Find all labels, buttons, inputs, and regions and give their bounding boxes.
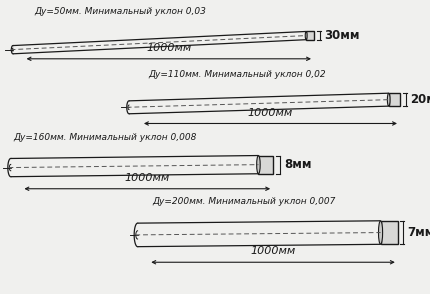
Text: 20мм: 20мм	[410, 93, 430, 106]
Text: Ду=200мм. Минимальный уклон 0,007: Ду=200мм. Минимальный уклон 0,007	[153, 198, 336, 206]
Ellipse shape	[257, 156, 260, 174]
Text: 8мм: 8мм	[284, 158, 311, 171]
Text: Ду=160мм. Минимальный уклон 0,008: Ду=160мм. Минимальный уклон 0,008	[14, 133, 197, 141]
Polygon shape	[306, 31, 314, 40]
Text: 1000мм: 1000мм	[248, 108, 293, 118]
Text: 1000мм: 1000мм	[146, 43, 191, 53]
Polygon shape	[381, 221, 398, 244]
Text: Ду=50мм. Минимальный уклон 0,03: Ду=50мм. Минимальный уклон 0,03	[34, 7, 206, 16]
Text: Ду=110мм. Минимальный уклон 0,02: Ду=110мм. Минимальный уклон 0,02	[148, 70, 326, 78]
Ellipse shape	[305, 31, 307, 40]
Ellipse shape	[378, 221, 383, 244]
Text: 1000мм: 1000мм	[250, 246, 296, 256]
Ellipse shape	[387, 93, 390, 106]
Text: 1000мм: 1000мм	[125, 173, 170, 183]
Polygon shape	[389, 93, 400, 106]
Text: 7мм: 7мм	[408, 226, 430, 239]
Text: 30мм: 30мм	[325, 29, 360, 42]
Polygon shape	[258, 156, 273, 174]
